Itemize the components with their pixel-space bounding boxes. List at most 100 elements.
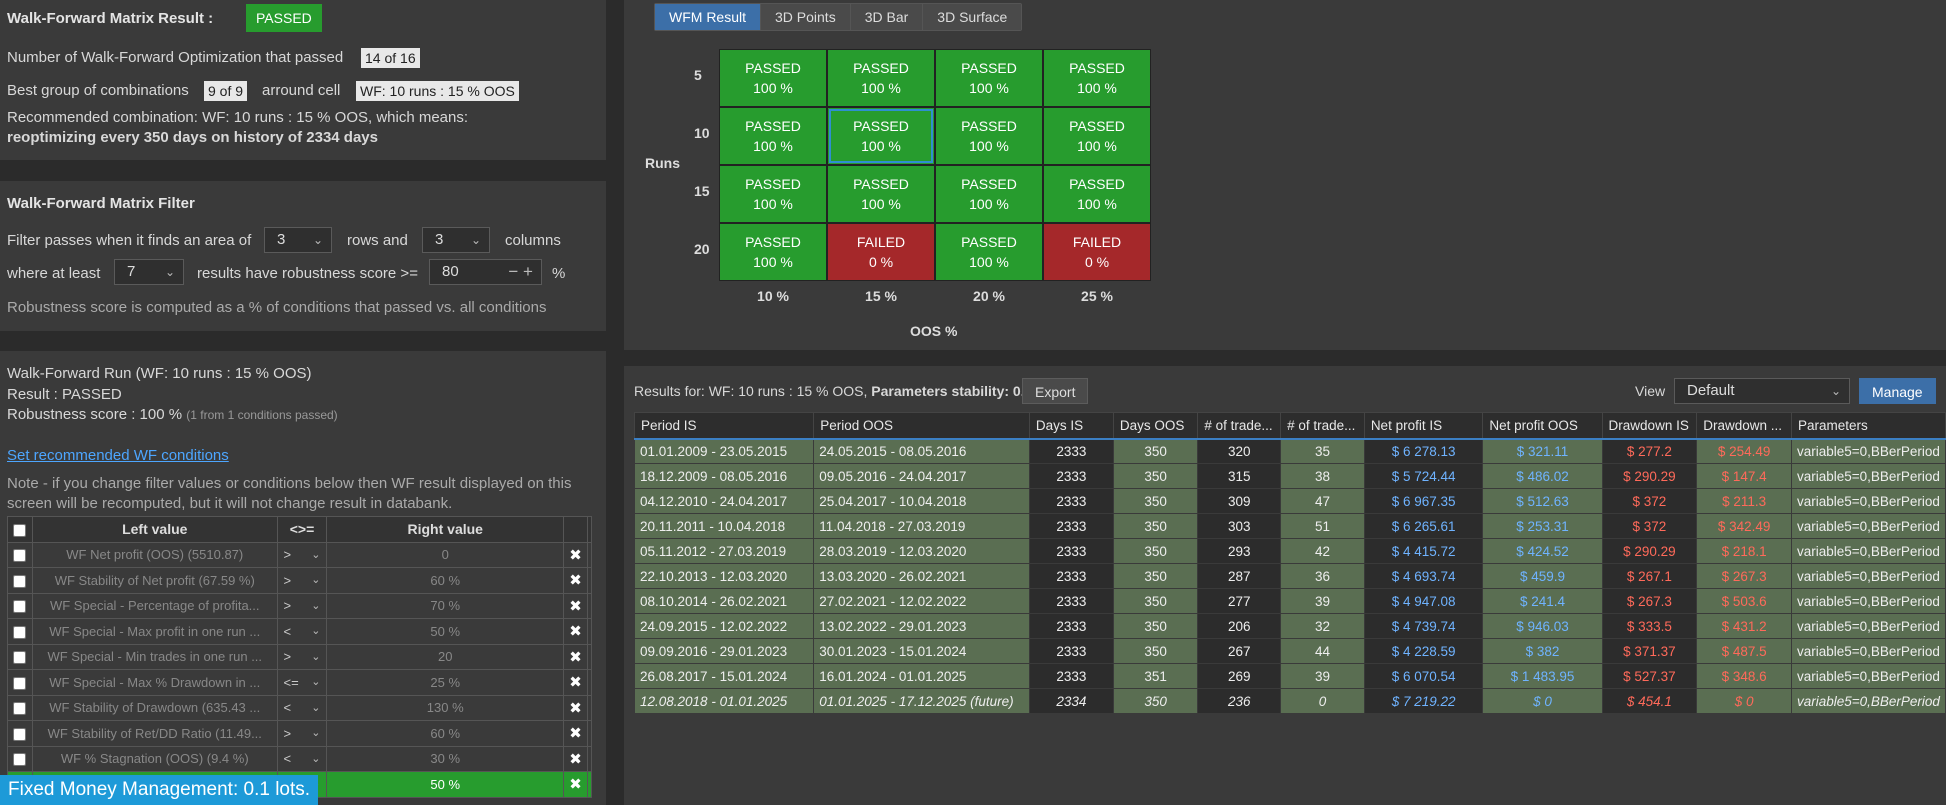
condition-row[interactable]: WF Special - Percentage of profita... > ⌄ 7… <box>7 592 593 619</box>
matrix-cell[interactable]: FAILED 0 % <box>827 223 935 281</box>
right-value[interactable]: 20 <box>326 643 564 670</box>
condition-row[interactable]: WF Net profit (OOS) (5510.87) > ⌄ 0 ✖ <box>7 541 593 568</box>
results-header[interactable]: Drawdown IS <box>1601 412 1698 440</box>
table-row[interactable]: 09.09.2016 - 29.01.2023 30.01.2023 - 15.0… <box>633 638 1946 664</box>
set-recommended-link[interactable]: Set recommended WF conditions <box>7 447 229 464</box>
right-value[interactable]: 50 % <box>326 618 564 645</box>
results-header[interactable]: Parameters <box>1790 412 1946 440</box>
delete-icon[interactable]: ✖ <box>563 745 588 772</box>
matrix-cell[interactable]: PASSED 100 % <box>827 165 935 223</box>
delete-icon[interactable]: ✖ <box>563 541 588 568</box>
delete-icon[interactable]: ✖ <box>563 567 588 594</box>
matrix-cell[interactable]: PASSED 100 % <box>719 165 827 223</box>
right-value[interactable]: 30 % <box>326 745 564 772</box>
left-value[interactable]: WF Stability of Ret/DD Ratio (11.49... <box>31 720 278 747</box>
right-value[interactable]: 25 % <box>326 669 564 696</box>
delete-icon[interactable]: ✖ <box>563 592 588 619</box>
table-row[interactable]: 08.10.2014 - 26.02.2021 27.02.2021 - 12.0… <box>633 588 1946 614</box>
view-select[interactable]: Default ⌄ <box>1674 378 1850 404</box>
row-checkbox[interactable] <box>7 567 33 594</box>
matrix-cell[interactable]: PASSED 100 % <box>935 165 1043 223</box>
condition-row[interactable]: WF Stability of Drawdown (635.43 ... < ⌄ 13… <box>7 694 593 721</box>
atleast-select[interactable]: 7 ⌄ <box>114 259 184 285</box>
right-value[interactable]: 0 <box>326 541 564 568</box>
robust-stepper[interactable]: 80− + <box>429 259 542 285</box>
table-row[interactable]: 26.08.2017 - 15.01.2024 16.01.2024 - 01.0… <box>633 663 1946 689</box>
cols-select[interactable]: 3 ⌄ <box>422 227 490 253</box>
table-row[interactable]: 20.11.2011 - 10.04.2018 11.04.2018 - 27.0… <box>633 513 1946 539</box>
results-header[interactable]: # of trade... <box>1197 412 1282 440</box>
table-row[interactable]: 05.11.2012 - 27.03.2019 28.03.2019 - 12.0… <box>633 538 1946 564</box>
operator-select[interactable]: <= ⌄ <box>276 669 328 696</box>
results-header[interactable]: Period IS <box>633 412 815 440</box>
row-checkbox[interactable] <box>7 694 33 721</box>
operator-select[interactable]: > ⌄ <box>276 643 328 670</box>
left-value[interactable]: WF Special - Percentage of profita... <box>31 592 278 619</box>
left-value[interactable]: WF % Stagnation (OOS) (9.4 %) <box>31 745 278 772</box>
tab-3d-bar[interactable]: 3D Bar <box>850 4 924 30</box>
results-header[interactable]: Days OOS <box>1112 412 1199 440</box>
operator-select[interactable]: < ⌄ <box>276 694 328 721</box>
select-all-checkbox[interactable] <box>7 516 33 543</box>
matrix-cell[interactable]: PASSED 100 % <box>935 107 1043 165</box>
rows-select[interactable]: 3 ⌄ <box>264 227 332 253</box>
left-value[interactable]: WF Special - Min trades in one run ... <box>31 643 278 670</box>
matrix-cell[interactable]: PASSED 100 % <box>1043 165 1151 223</box>
operator-select[interactable]: < ⌄ <box>276 618 328 645</box>
delete-icon[interactable]: ✖ <box>563 669 588 696</box>
results-header[interactable]: Days IS <box>1028 412 1114 440</box>
table-row[interactable]: 24.09.2015 - 12.02.2022 13.02.2022 - 29.0… <box>633 613 1946 639</box>
matrix-cell[interactable]: PASSED 100 % <box>935 223 1043 281</box>
table-row[interactable]: 22.10.2013 - 12.03.2020 13.03.2020 - 26.0… <box>633 563 1946 589</box>
table-row[interactable]: 01.01.2009 - 23.05.2015 24.05.2015 - 08.0… <box>633 438 1946 464</box>
condition-row[interactable]: WF Stability of Net profit (67.59 %) > ⌄ 60… <box>7 567 593 594</box>
manage-button[interactable]: Manage <box>1859 378 1936 404</box>
condition-row[interactable]: WF Stability of Ret/DD Ratio (11.49... > ⌄… <box>7 720 593 747</box>
results-header[interactable]: Net profit IS <box>1363 412 1484 440</box>
table-row[interactable]: 12.08.2018 - 01.01.2025 01.01.2025 - 17.1… <box>633 688 1946 714</box>
row-checkbox[interactable] <box>7 745 33 772</box>
row-checkbox[interactable] <box>7 669 33 696</box>
left-value[interactable]: WF Net profit (OOS) (5510.87) <box>31 541 278 568</box>
operator-select[interactable]: > ⌄ <box>276 541 328 568</box>
left-value[interactable]: WF Stability of Drawdown (635.43 ... <box>31 694 278 721</box>
right-value[interactable]: 60 % <box>326 567 564 594</box>
operator-select[interactable]: > ⌄ <box>276 567 328 594</box>
matrix-cell[interactable]: PASSED 100 % <box>719 223 827 281</box>
right-value[interactable]: 70 % <box>326 592 564 619</box>
results-header[interactable]: Net profit OOS <box>1482 412 1603 440</box>
right-value[interactable]: 50 % <box>326 771 564 798</box>
row-checkbox[interactable] <box>7 618 33 645</box>
row-checkbox[interactable] <box>7 592 33 619</box>
matrix-cell[interactable]: PASSED 100 % <box>1043 107 1151 165</box>
condition-row[interactable]: WF % Stagnation (OOS) (9.4 %) < ⌄ 30 % ✖ <box>7 745 593 772</box>
matrix-cell[interactable]: PASSED 100 % <box>719 49 827 107</box>
condition-row[interactable]: WF Special - Max profit in one run ... < ⌄… <box>7 618 593 645</box>
results-header[interactable]: Drawdown ... <box>1696 412 1792 440</box>
table-row[interactable]: 04.12.2010 - 24.04.2017 25.04.2017 - 10.0… <box>633 488 1946 514</box>
results-header[interactable]: # of trade... <box>1280 412 1365 440</box>
row-checkbox[interactable] <box>7 541 33 568</box>
condition-row[interactable]: WF Special - Min trades in one run ... > ⌄… <box>7 643 593 670</box>
left-value[interactable]: WF Stability of Net profit (67.59 %) <box>31 567 278 594</box>
matrix-cell[interactable]: PASSED 100 % <box>1043 49 1151 107</box>
minus-plus-icon[interactable]: − + <box>508 262 533 281</box>
matrix-cell[interactable]: PASSED 100 % <box>935 49 1043 107</box>
row-checkbox[interactable] <box>7 720 33 747</box>
delete-icon[interactable]: ✖ <box>563 643 588 670</box>
tab-wfm-result[interactable]: WFM Result <box>655 4 761 30</box>
right-value[interactable]: 130 % <box>326 694 564 721</box>
left-value[interactable]: WF Special - Max profit in one run ... <box>31 618 278 645</box>
matrix-cell[interactable]: PASSED 100 % <box>719 107 827 165</box>
export-button[interactable]: Export <box>1022 378 1089 404</box>
condition-row[interactable]: WF Special - Max % Drawdown in ... <= ⌄ 25 … <box>7 669 593 696</box>
results-header[interactable]: Period OOS <box>813 412 1030 440</box>
tab-3d-surface[interactable]: 3D Surface <box>923 4 1022 30</box>
table-row[interactable]: 18.12.2009 - 08.05.2016 09.05.2016 - 24.0… <box>633 463 1946 489</box>
operator-select[interactable]: > ⌄ <box>276 592 328 619</box>
matrix-cell[interactable]: FAILED 0 % <box>1043 223 1151 281</box>
matrix-cell[interactable]: PASSED 100 % <box>827 107 935 165</box>
delete-icon[interactable]: ✖ <box>563 618 588 645</box>
delete-icon[interactable]: ✖ <box>563 720 588 747</box>
left-value[interactable]: WF Special - Max % Drawdown in ... <box>31 669 278 696</box>
